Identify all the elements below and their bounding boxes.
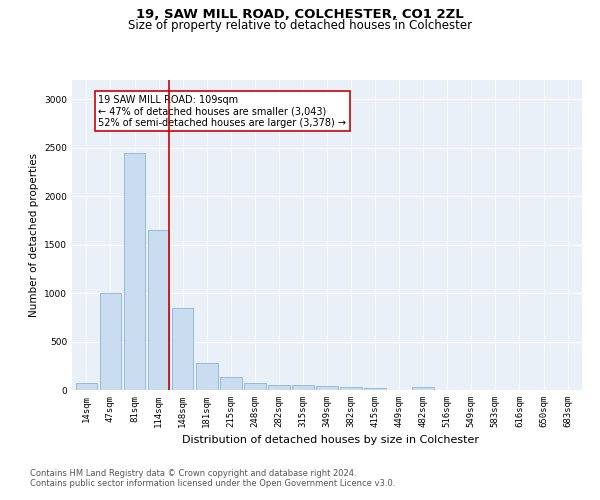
Bar <box>412 387 434 390</box>
Bar <box>220 378 242 390</box>
Bar <box>76 382 97 390</box>
Bar <box>364 388 386 390</box>
Y-axis label: Number of detached properties: Number of detached properties <box>29 153 38 317</box>
Bar <box>148 230 169 390</box>
Text: Contains HM Land Registry data © Crown copyright and database right 2024.: Contains HM Land Registry data © Crown c… <box>30 468 356 477</box>
Text: Distribution of detached houses by size in Colchester: Distribution of detached houses by size … <box>182 435 479 445</box>
Bar <box>292 385 314 390</box>
Text: Size of property relative to detached houses in Colchester: Size of property relative to detached ho… <box>128 19 472 32</box>
Text: Contains public sector information licensed under the Open Government Licence v3: Contains public sector information licen… <box>30 478 395 488</box>
Text: 19 SAW MILL ROAD: 109sqm
← 47% of detached houses are smaller (3,043)
52% of sem: 19 SAW MILL ROAD: 109sqm ← 47% of detach… <box>98 94 346 128</box>
Bar <box>244 383 266 390</box>
Text: 19, SAW MILL ROAD, COLCHESTER, CO1 2ZL: 19, SAW MILL ROAD, COLCHESTER, CO1 2ZL <box>136 8 464 20</box>
Bar <box>124 152 145 390</box>
Bar <box>316 386 338 390</box>
Bar <box>340 387 362 390</box>
Bar <box>172 308 193 390</box>
Bar <box>100 293 121 390</box>
Bar <box>268 385 290 390</box>
Bar <box>196 363 218 390</box>
